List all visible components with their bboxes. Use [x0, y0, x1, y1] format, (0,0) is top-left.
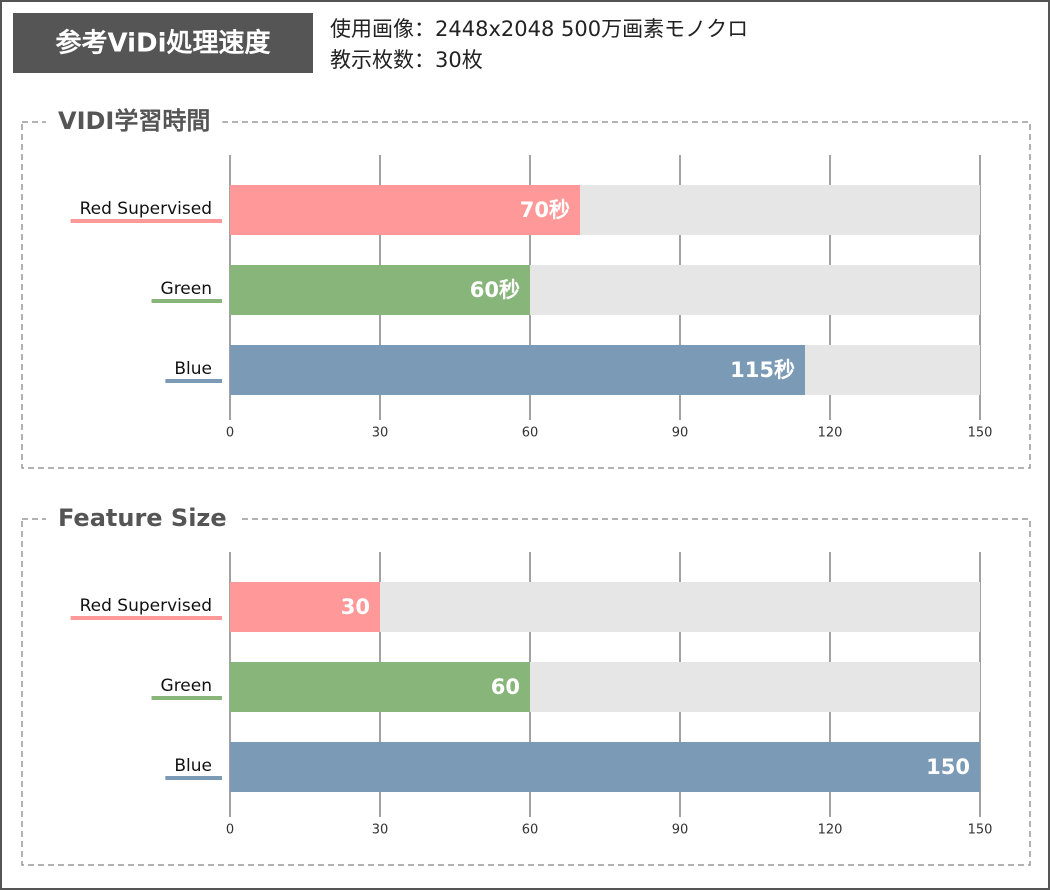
x-tick-label: 150 [968, 426, 993, 441]
x-tick-label: 150 [968, 823, 993, 838]
panel-title-bg [46, 515, 239, 523]
bar [230, 582, 380, 632]
category-label: Blue [174, 756, 212, 776]
panel-title: Feature Size [58, 504, 227, 532]
panel-title: VIDI学習時間 [58, 107, 210, 135]
value-label: 70秒 [520, 198, 570, 222]
bar [230, 185, 580, 235]
category-underline [151, 696, 222, 700]
x-tick-label: 0 [226, 426, 234, 441]
panel-frame [21, 121, 1031, 469]
header-box [13, 13, 313, 73]
category-label: Blue [174, 359, 212, 379]
header-info: 使用画像：2448x2048 500万画素モノクロ [330, 17, 748, 41]
header-title: 参考ViDi処理速度 [55, 28, 270, 59]
value-label: 30 [341, 595, 370, 619]
bar [230, 742, 980, 792]
x-tick-label: 0 [226, 823, 234, 838]
category-label: Green [161, 279, 212, 299]
panel-title-bg [46, 118, 223, 126]
x-tick-label: 30 [372, 426, 389, 441]
x-tick-label: 90 [672, 823, 689, 838]
header-info: 教示枚数：30枚 [330, 48, 483, 72]
panel-frame [21, 518, 1031, 866]
category-underline [70, 219, 222, 223]
bar [230, 265, 530, 315]
x-tick-label: 60 [522, 823, 539, 838]
category-underline [70, 616, 222, 620]
value-label: 115秒 [730, 358, 795, 382]
value-label: 60 [491, 675, 520, 699]
category-label: Red Supervised [80, 596, 212, 616]
category-underline [165, 379, 222, 383]
x-tick-label: 120 [818, 823, 843, 838]
bar [230, 345, 805, 395]
value-label: 150 [926, 755, 970, 779]
x-tick-label: 30 [372, 823, 389, 838]
value-label: 60秒 [470, 278, 520, 302]
category-underline [165, 776, 222, 780]
bar [230, 662, 530, 712]
category-label: Green [161, 676, 212, 696]
x-tick-label: 90 [672, 426, 689, 441]
category-label: Red Supervised [80, 199, 212, 219]
x-tick-label: 120 [818, 426, 843, 441]
x-tick-label: 60 [522, 426, 539, 441]
category-underline [151, 299, 222, 303]
